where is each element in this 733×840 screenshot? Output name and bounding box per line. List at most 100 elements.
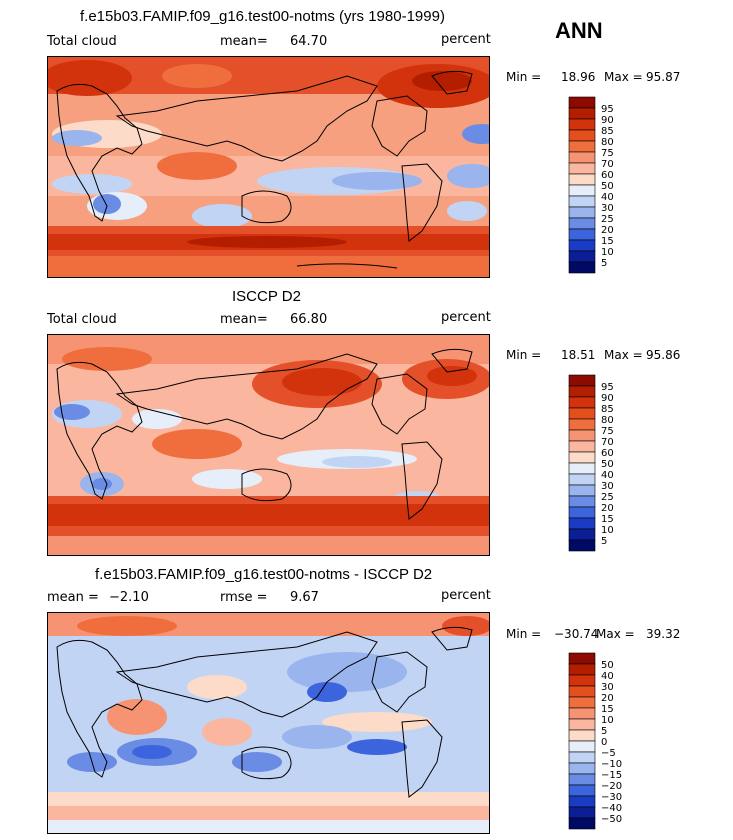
colorbar-box <box>568 652 596 665</box>
colorbar-tick-label: 25 <box>601 214 614 225</box>
colorbar-box <box>568 162 596 175</box>
colorbar-box <box>568 795 596 808</box>
colorbar-box <box>568 407 596 420</box>
colorbar-tick-label: 25 <box>601 492 614 503</box>
colorbar-box <box>568 484 596 497</box>
colorbar-tick-label: 10 <box>601 247 614 258</box>
colorbar-box <box>568 396 596 409</box>
colorbar-tick-label: −15 <box>601 770 622 781</box>
colorbar-box <box>568 228 596 241</box>
colorbar-box <box>568 195 596 208</box>
colorbar-tick-label: 70 <box>601 437 614 448</box>
panel-3-max-value: 39.32 <box>646 627 681 641</box>
colorbar-tick-label: 50 <box>601 459 614 470</box>
colorbar-tick-label: 80 <box>601 137 614 148</box>
panel-1-variable: Total cloud <box>47 34 117 49</box>
colorbar-box <box>568 773 596 786</box>
colorbar-tick-label: 50 <box>601 660 614 671</box>
colorbar-tick-label: 70 <box>601 159 614 170</box>
colorbar-tick-label: 50 <box>601 181 614 192</box>
colorbar-tick-label: 85 <box>601 126 614 137</box>
colorbar-box <box>568 107 596 120</box>
panel-3-mean-label: mean = <box>47 590 99 605</box>
colorbar-box <box>568 429 596 442</box>
colorbar-tick-label: 60 <box>601 170 614 181</box>
panel-2-max-label: Max = <box>604 348 643 362</box>
panel-2-variable: Total cloud <box>47 312 117 327</box>
panel-1-min-value: 18.96 <box>561 70 596 84</box>
colorbar-tick-label: 90 <box>601 115 614 126</box>
colorbar-box <box>568 462 596 475</box>
colorbar-box <box>568 506 596 519</box>
panel-1-max-label: Max = <box>604 70 643 84</box>
colorbar-box <box>568 718 596 731</box>
colorbar-box <box>568 239 596 252</box>
colorbar-box <box>568 140 596 153</box>
colorbar-box <box>568 129 596 142</box>
colorbar-box <box>568 96 596 109</box>
colorbar-tick-label: 40 <box>601 192 614 203</box>
panel-2-title: ISCCP D2 <box>232 288 301 305</box>
panel-1-title: f.e15b03.FAMIP.f09_g16.test00-notms (yrs… <box>80 8 445 25</box>
colorbar-tick-label: 5 <box>601 536 607 547</box>
colorbar-box <box>568 184 596 197</box>
colorbar-box <box>568 751 596 764</box>
colorbar-tick-label: 95 <box>601 104 614 115</box>
colorbar-box <box>568 696 596 709</box>
panel-2-min-value: 18.51 <box>561 348 596 362</box>
colorbar-box <box>568 451 596 464</box>
colorbar-tick-label: 90 <box>601 393 614 404</box>
panel-2-mean-value: 66.80 <box>290 312 328 327</box>
colorbar-tick-label: −40 <box>601 803 622 814</box>
colorbar-tick-label: −20 <box>601 781 622 792</box>
colorbar-tick-label: 20 <box>601 225 614 236</box>
colorbar-tick-label: 5 <box>601 726 607 737</box>
colorbar-box <box>568 539 596 552</box>
colorbar-tick-label: 40 <box>601 470 614 481</box>
panel-1-map <box>47 56 490 278</box>
panel-3-max-label: Max = <box>596 627 635 641</box>
colorbar-box <box>568 151 596 164</box>
colorbar-tick-label: 15 <box>601 704 614 715</box>
colorbar-box <box>568 206 596 219</box>
colorbar-tick-label: 85 <box>601 404 614 415</box>
colorbar-box <box>568 674 596 687</box>
colorbar-box <box>568 729 596 742</box>
panel-1-min-label: Min = <box>506 70 542 84</box>
colorbar-box <box>568 374 596 387</box>
colorbar-tick-label: 10 <box>601 715 614 726</box>
panel-3-rmse-value: 9.67 <box>290 590 319 605</box>
colorbar-box <box>568 762 596 775</box>
colorbar-tick-label: 75 <box>601 148 614 159</box>
colorbar-tick-label: 30 <box>601 682 614 693</box>
colorbar-tick-label: 40 <box>601 671 614 682</box>
panel-3-rmse-label: rmse = <box>220 590 268 605</box>
colorbar-box <box>568 784 596 797</box>
colorbar-box <box>568 173 596 186</box>
panel-3-min-value: −30.74 <box>554 627 599 641</box>
colorbar-tick-label: 15 <box>601 236 614 247</box>
panel-2-units: percent <box>441 310 491 325</box>
panel-3-mean-value: −2.10 <box>109 590 149 605</box>
colorbar-box <box>568 740 596 753</box>
colorbar-box <box>568 217 596 230</box>
panel-1-max-value: 95.87 <box>646 70 681 84</box>
panel-3-units: percent <box>441 588 491 603</box>
colorbar-box <box>568 473 596 486</box>
colorbar-tick-label: 30 <box>601 203 614 214</box>
colorbar-box <box>568 495 596 508</box>
panel-2-min-label: Min = <box>506 348 542 362</box>
panel-2-max-value: 95.86 <box>646 348 681 362</box>
colorbar-tick-label: 60 <box>601 448 614 459</box>
panel-1-mean-value: 64.70 <box>290 34 328 49</box>
colorbar-tick-label: 15 <box>601 514 614 525</box>
colorbar-box <box>568 118 596 131</box>
colorbar-box <box>568 517 596 530</box>
panel-3-map <box>47 612 490 834</box>
colorbar-box <box>568 261 596 274</box>
season-label: ANN <box>555 18 603 43</box>
colorbar-box <box>568 707 596 720</box>
colorbar-tick-label: 20 <box>601 503 614 514</box>
